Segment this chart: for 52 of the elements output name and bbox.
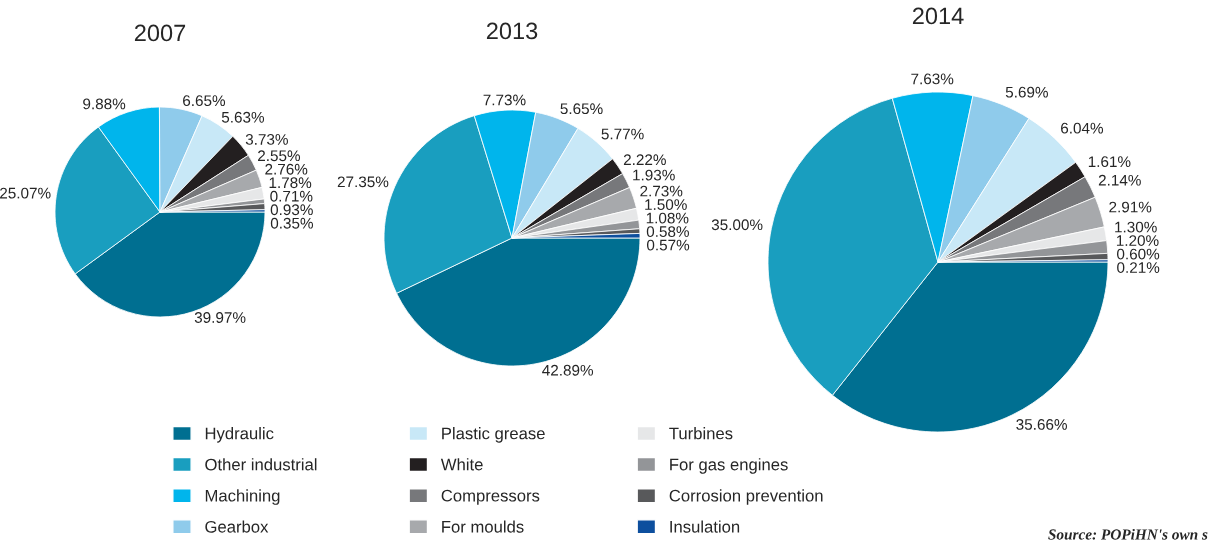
data-label: 0.57% (646, 239, 690, 251)
data-label: 39.97% (194, 312, 246, 323)
data-label: 0.35% (270, 217, 314, 229)
legend-label: Corrosion prevention (669, 489, 823, 505)
data-label: 2.91% (1109, 201, 1152, 213)
chart-title: 2014 (912, 7, 964, 25)
legend-label: White (440, 458, 483, 471)
data-label: 2.22% (623, 154, 666, 166)
data-label: 2.76% (265, 163, 308, 175)
data-label: 27.35% (337, 176, 389, 188)
data-label: 35.00% (711, 219, 763, 231)
data-label: 1.61% (1088, 156, 1131, 168)
legend-label: For gas engines (670, 458, 788, 474)
legend-label: Plastic grease (442, 427, 545, 443)
data-label: 2.55% (258, 150, 301, 162)
data-label: 7.63% (911, 73, 954, 85)
data-label: 25.07% (0, 187, 51, 199)
data-label: 2.73% (640, 185, 683, 197)
data-label: 1.78% (269, 177, 312, 189)
data-label: 1.20% (1116, 235, 1159, 246)
chart-title: 2013 (486, 22, 538, 40)
data-label: 0.60% (1117, 248, 1160, 260)
data-label: 2.14% (1098, 174, 1141, 186)
data-label: 42.89% (542, 364, 594, 376)
data-label: 0.21% (1117, 262, 1160, 273)
data-label: 5.63% (221, 111, 265, 123)
data-label: 5.69% (1005, 86, 1048, 98)
data-label: 3.73% (245, 133, 288, 145)
legend-label: For moulds (442, 520, 524, 533)
legend-label: Compressors (441, 489, 540, 505)
legend-label: Hydraulic (205, 427, 274, 443)
chart-title: 2007 (134, 24, 186, 42)
data-label: 1.30% (1115, 221, 1157, 233)
legend-label: Gearbox (205, 520, 269, 533)
data-label: 0.71% (270, 190, 313, 202)
data-label: 1.50% (645, 199, 687, 211)
data-label: 0.93% (270, 204, 313, 216)
data-label: 6.65% (183, 95, 226, 107)
data-label: 0.58% (646, 226, 689, 238)
legend-label: Other industrial (205, 458, 317, 471)
data-label: 1.08% (646, 212, 689, 224)
data-label: 5.65% (560, 103, 603, 115)
legend-label: Machining (205, 489, 280, 505)
data-label: 9.88% (83, 98, 126, 110)
data-label: 5.77% (601, 128, 644, 140)
data-label: 7.73% (483, 94, 526, 106)
data-label: 6.04% (1061, 122, 1104, 134)
data-label: 35.66% (1016, 419, 1067, 430)
legend-label: Insulation (670, 520, 740, 533)
source-note: Source: POPiHN's own s (1048, 528, 1208, 540)
legend-label: Turbines (669, 427, 733, 440)
data-label: 1.93% (633, 169, 675, 181)
